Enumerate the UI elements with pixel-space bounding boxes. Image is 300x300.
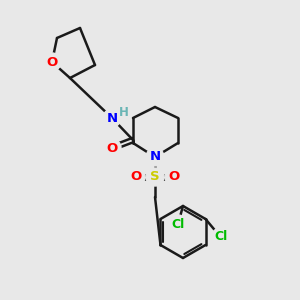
Circle shape — [146, 148, 164, 166]
Text: S: S — [150, 170, 160, 184]
Circle shape — [103, 139, 121, 157]
Text: H: H — [119, 106, 129, 119]
Text: O: O — [46, 56, 58, 68]
Circle shape — [165, 168, 183, 186]
Circle shape — [43, 53, 61, 71]
Text: O: O — [106, 142, 118, 154]
Text: O: O — [168, 170, 180, 184]
Circle shape — [103, 109, 121, 127]
Circle shape — [146, 168, 164, 186]
Text: O: O — [130, 170, 142, 184]
Text: N: N — [149, 151, 161, 164]
Circle shape — [127, 168, 145, 186]
Circle shape — [212, 228, 230, 246]
Circle shape — [169, 215, 187, 233]
Text: N: N — [106, 112, 118, 124]
Text: Cl: Cl — [214, 230, 227, 244]
Text: Cl: Cl — [171, 218, 184, 230]
